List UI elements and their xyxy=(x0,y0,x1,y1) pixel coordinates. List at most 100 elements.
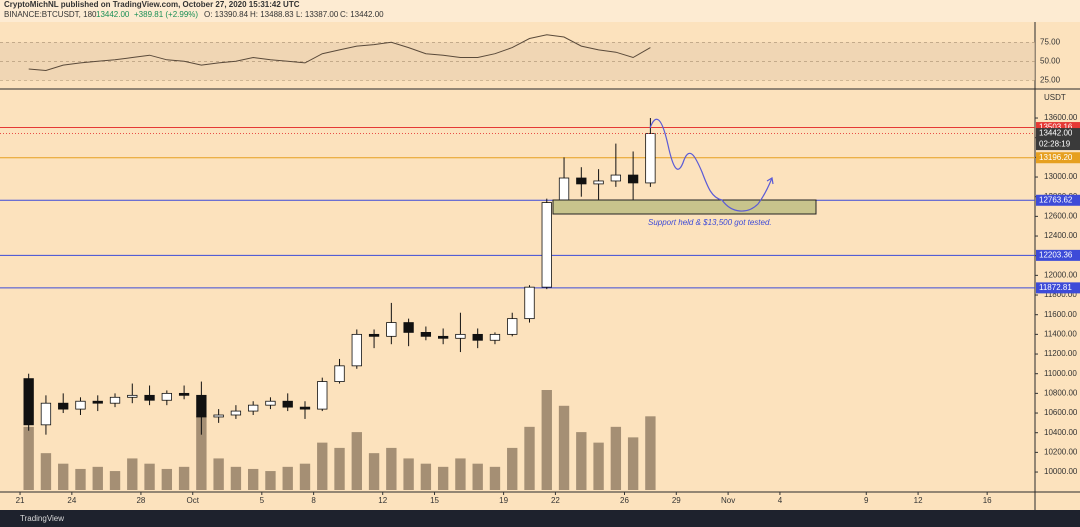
candle-body xyxy=(58,402,69,410)
projection-path xyxy=(649,118,773,212)
brand: TradingView xyxy=(20,514,64,523)
level-label: 13503.16 xyxy=(1039,123,1073,132)
volume-bar xyxy=(593,442,604,490)
last-price-label: 13442.00 xyxy=(1039,129,1073,138)
header-bar xyxy=(0,0,1080,22)
y-tick-label: 13000.00 xyxy=(1044,172,1078,181)
last: 13442.00 xyxy=(96,10,130,19)
volume-bar xyxy=(40,453,52,490)
y-tick-label: 11200.00 xyxy=(1044,349,1077,358)
y-tick-label: 10400.00 xyxy=(1044,428,1078,437)
change: +389.81 (+2.99%) xyxy=(134,10,198,19)
volume-bar xyxy=(109,471,121,490)
volume-bar xyxy=(455,458,466,490)
volume-bar xyxy=(334,447,345,490)
candle-body xyxy=(593,180,604,185)
y-tick-label: 11600.00 xyxy=(1044,310,1077,319)
candle-body xyxy=(334,365,345,382)
candle-body xyxy=(507,318,518,335)
candle-body xyxy=(489,333,501,341)
x-tick-label: 19 xyxy=(499,496,508,505)
volume-bar xyxy=(58,463,69,490)
volume-bar xyxy=(247,468,259,490)
y-tick-label: 12600.00 xyxy=(1044,211,1078,220)
candle-body xyxy=(472,333,483,341)
countdown: 02:28:19 xyxy=(1039,140,1071,149)
volume-bar xyxy=(403,458,414,490)
candle-body xyxy=(438,335,449,339)
y-tick-label: 10000.00 xyxy=(1044,467,1078,476)
ohlc-open: O: 13390.84 xyxy=(204,10,249,19)
volume-bar xyxy=(265,471,276,490)
candle-body xyxy=(213,414,224,418)
y-tick-label: 10600.00 xyxy=(1044,408,1078,417)
volume-bar xyxy=(144,463,155,490)
volume-bar xyxy=(368,453,380,490)
volume-bar xyxy=(196,416,207,490)
volume-bar xyxy=(178,466,190,490)
ohlc-low: L: 13387.00 xyxy=(296,10,339,19)
level-label: 13196.20 xyxy=(1039,153,1073,162)
projection-arrow xyxy=(766,177,774,185)
support-zone xyxy=(552,199,817,215)
volume-bar xyxy=(558,405,570,490)
symbol: BINANCE:BTCUSDT, 180 xyxy=(4,10,97,19)
publisher: CryptoMichNL published on TradingView.co… xyxy=(4,0,300,9)
volume-bar xyxy=(472,463,483,490)
rsi-tick-label: 50.00 xyxy=(1040,56,1061,65)
volume-bar xyxy=(576,432,587,490)
candle-body xyxy=(92,400,103,404)
volume-bar xyxy=(23,426,34,490)
candle-body xyxy=(230,410,242,416)
rsi-tick-label: 25.00 xyxy=(1040,75,1061,84)
level-label-bg xyxy=(1036,282,1080,294)
ohlc-high: H: 13488.83 xyxy=(250,10,294,19)
x-tick-label: 9 xyxy=(864,496,869,505)
x-tick-label: 4 xyxy=(778,496,783,505)
volume-bar xyxy=(92,466,103,490)
x-tick-label: 26 xyxy=(620,496,629,505)
footer-bar xyxy=(0,510,1080,527)
last-price-bg xyxy=(1036,128,1080,151)
level-label-bg xyxy=(1036,249,1080,261)
volume-bar xyxy=(524,426,535,490)
candle-body xyxy=(75,400,86,410)
volume-bar xyxy=(489,466,501,490)
candle-body xyxy=(23,378,34,426)
volume-bar xyxy=(213,458,224,490)
x-tick-label: 29 xyxy=(672,496,681,505)
volume-bar xyxy=(645,416,656,490)
level-label: 12763.62 xyxy=(1039,195,1073,204)
candle-body xyxy=(282,400,293,408)
y-tick-label: 11400.00 xyxy=(1044,329,1077,338)
volume-bar xyxy=(161,468,173,490)
volume-bar xyxy=(127,458,138,490)
x-tick-label: Oct xyxy=(187,496,200,505)
candle-body xyxy=(403,322,414,333)
x-tick-label: 8 xyxy=(311,496,316,505)
candle-body xyxy=(455,333,466,339)
candle-body xyxy=(109,396,121,404)
x-tick-label: 12 xyxy=(378,496,387,505)
unit: USDT xyxy=(1044,93,1066,102)
volume-bar xyxy=(627,437,639,490)
volume-bar xyxy=(541,390,552,490)
y-tick-label: 11000.00 xyxy=(1044,369,1077,378)
candle-body xyxy=(524,286,535,320)
ohlc-close: C: 13442.00 xyxy=(340,10,384,19)
candle-body xyxy=(161,392,172,401)
candle-body xyxy=(144,394,155,401)
level-label-bg xyxy=(1036,122,1080,134)
candle-body xyxy=(248,404,259,412)
volume-bar xyxy=(507,447,518,490)
candle-body xyxy=(196,394,207,418)
y-tick-label: 13600.00 xyxy=(1044,113,1078,122)
x-tick-label: 24 xyxy=(67,496,76,505)
x-tick-label: 28 xyxy=(136,496,145,505)
level-label-bg xyxy=(1036,194,1080,206)
volume-bar xyxy=(420,463,432,490)
x-tick-label: 16 xyxy=(983,496,992,505)
candle-body xyxy=(127,394,138,398)
